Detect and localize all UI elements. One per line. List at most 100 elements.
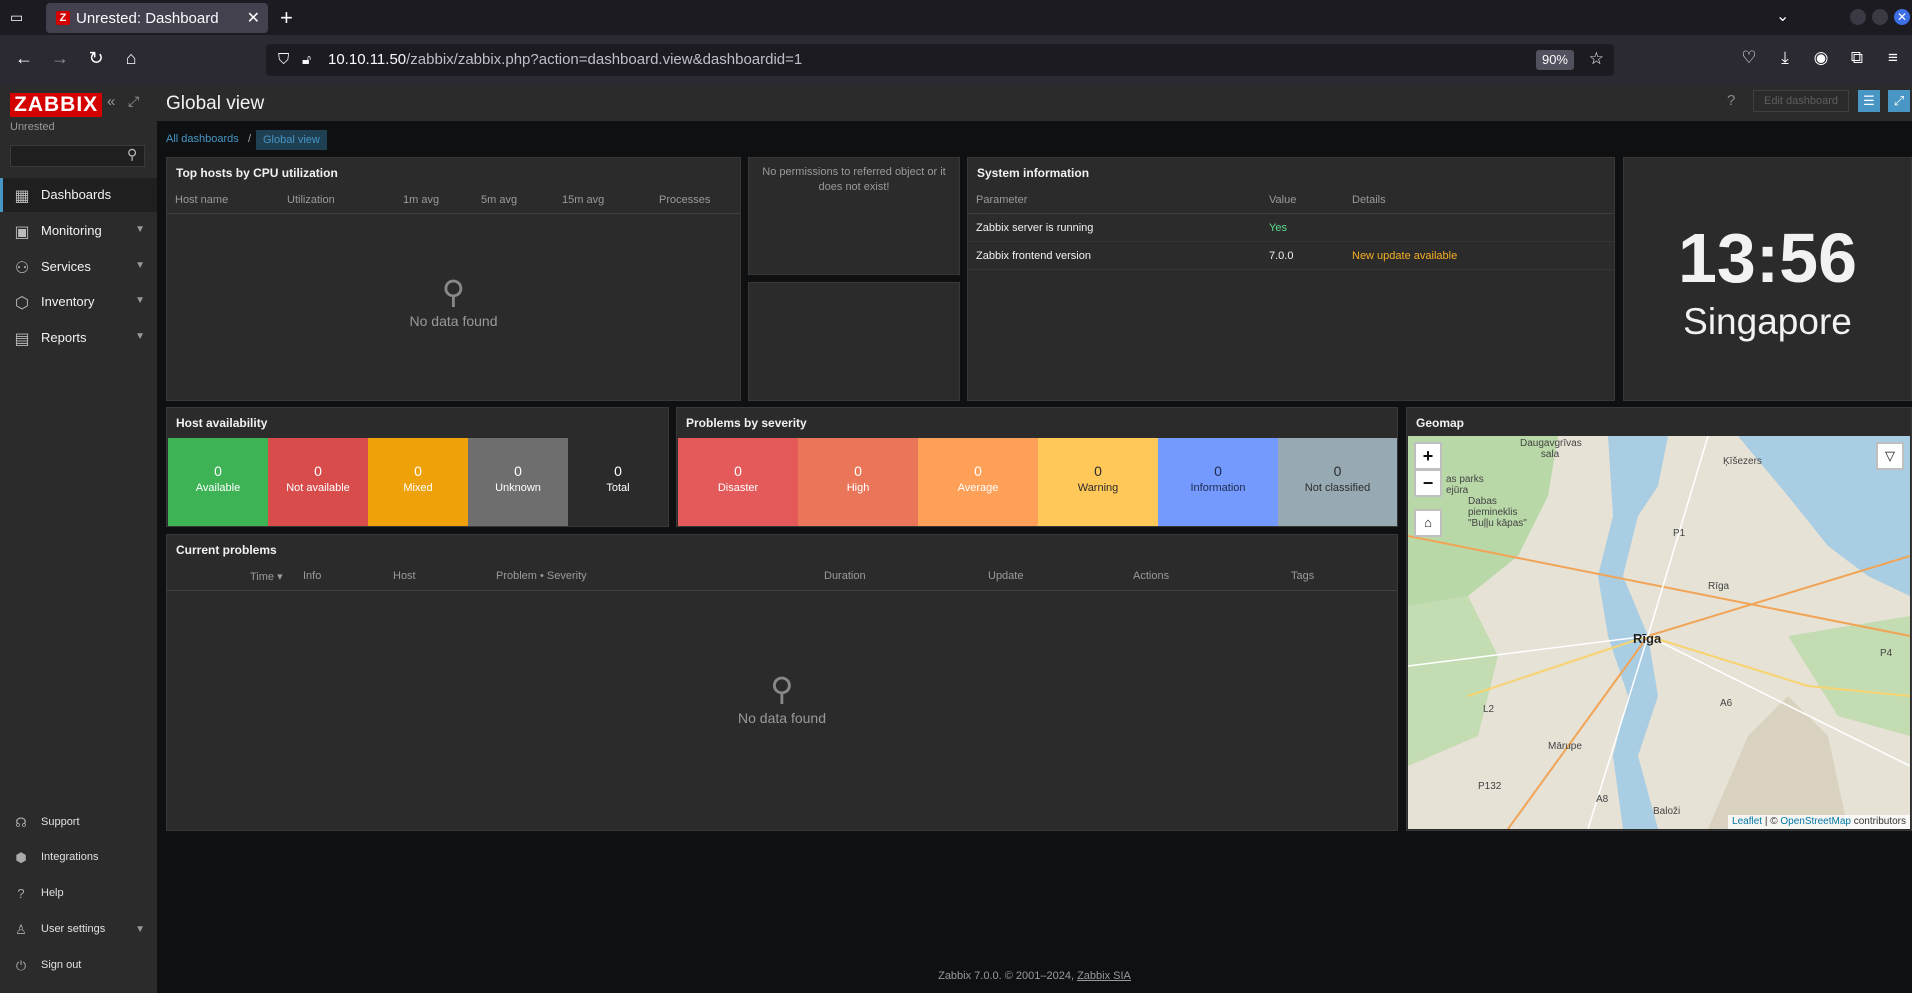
menu-item-services[interactable]: ⚇ Services ▼ bbox=[0, 250, 157, 284]
widget-problems-by-severity: Problems by severity 0 Disaster 0 High 0… bbox=[676, 407, 1398, 527]
availability-available[interactable]: 0 Available bbox=[168, 438, 268, 526]
severity-count: 0 bbox=[1214, 463, 1222, 479]
server-name: Unrested bbox=[10, 121, 55, 133]
availability-unknown[interactable]: 0 Unknown bbox=[468, 438, 568, 526]
severity-information[interactable]: 0 Information bbox=[1158, 438, 1278, 526]
menu-item-reports[interactable]: ▤ Reports ▼ bbox=[0, 321, 157, 355]
chevron-down-icon: ▼ bbox=[135, 924, 145, 935]
map-label-daugavgrivas: Daugavgrīvas sala bbox=[1520, 438, 1582, 460]
bookmark-star-icon[interactable]: ☆ bbox=[1588, 49, 1604, 68]
edit-dashboard-button[interactable]: Edit dashboard bbox=[1753, 90, 1849, 112]
reload-icon[interactable]: ↻ bbox=[88, 48, 104, 68]
collapse-sidebar-icon[interactable]: « bbox=[107, 93, 116, 110]
maximize-icon[interactable] bbox=[1872, 9, 1888, 25]
map-filter-icon[interactable]: ▽ bbox=[1876, 442, 1904, 470]
footer-item-sign-out[interactable]: ⏻ Sign out bbox=[0, 951, 157, 981]
breadcrumb-current[interactable]: Global view bbox=[256, 130, 327, 150]
zoom-out-button[interactable]: − bbox=[1414, 469, 1442, 497]
row-divider bbox=[968, 269, 1614, 270]
severity-high[interactable]: 0 High bbox=[798, 438, 918, 526]
url-text[interactable]: 10.10.11.50/zabbix/zabbix.php?action=das… bbox=[328, 51, 803, 68]
sign-out-icon: ⏻ bbox=[15, 958, 27, 973]
availability-not-available[interactable]: 0 Not available bbox=[268, 438, 368, 526]
severity-disaster[interactable]: 0 Disaster bbox=[678, 438, 798, 526]
pocket-icon[interactable]: ♡ bbox=[1741, 48, 1757, 67]
column-header: Processes bbox=[659, 194, 711, 206]
new-tab-icon[interactable]: + bbox=[280, 5, 293, 30]
home-icon[interactable]: ⌂ bbox=[125, 48, 137, 68]
zabbix-sia-link[interactable]: Zabbix SIA bbox=[1077, 970, 1131, 982]
tab-close-icon[interactable]: ✕ bbox=[246, 10, 260, 27]
downloads-icon[interactable]: ⤓ bbox=[1781, 48, 1789, 67]
map-label-l2: L2 bbox=[1483, 704, 1495, 715]
back-icon[interactable]: ← bbox=[15, 48, 33, 68]
tab-list-icon[interactable]: ▭ bbox=[10, 9, 24, 25]
breadcrumb-all-dashboards[interactable]: All dashboards bbox=[166, 133, 239, 145]
minimize-icon[interactable] bbox=[1850, 9, 1866, 25]
footer-item-integrations[interactable]: ⬢ Integrations bbox=[0, 843, 157, 873]
menu-item-dashboards[interactable]: ▦ Dashboards bbox=[0, 178, 157, 212]
lock-icon[interactable]: 🔓︎ bbox=[302, 51, 312, 67]
severity-not-classified[interactable]: 0 Not classified bbox=[1278, 438, 1397, 526]
map-home-icon[interactable]: ⌂ bbox=[1414, 509, 1442, 537]
column-header: Value bbox=[1269, 194, 1297, 206]
severity-average[interactable]: 0 Average bbox=[918, 438, 1038, 526]
search-icon[interactable]: ⚲ bbox=[127, 146, 138, 162]
header-divider bbox=[167, 590, 1397, 591]
availability-count: 0 bbox=[514, 463, 522, 479]
inventory-icon: ⬡ bbox=[15, 295, 29, 312]
clock-time: 13:56 bbox=[1677, 219, 1858, 297]
leaflet-link[interactable]: Leaflet bbox=[1732, 816, 1763, 827]
zabbix-logo[interactable]: ZABBIX bbox=[10, 93, 103, 117]
severity-label: Disaster bbox=[717, 482, 759, 494]
menu-label: Reports bbox=[41, 330, 87, 345]
header-divider bbox=[968, 213, 1614, 214]
footer-item-support[interactable]: ☊ Support bbox=[0, 808, 157, 838]
availability-label: Unknown bbox=[495, 482, 541, 494]
forward-icon[interactable]: → bbox=[51, 48, 69, 68]
widget-title: System information bbox=[977, 166, 1090, 180]
help-icon[interactable]: ? bbox=[1727, 92, 1736, 109]
menu-item-monitoring[interactable]: ▣ Monitoring ▼ bbox=[0, 214, 157, 248]
no-data: ⚲ No data found bbox=[167, 670, 1397, 726]
availability-mixed[interactable]: 0 Mixed bbox=[368, 438, 468, 526]
kiosk-mode-icon[interactable]: ⤢ bbox=[128, 93, 140, 109]
browser-tab[interactable]: Z Unrested: Dashboard ✕ bbox=[46, 3, 268, 33]
window-close-icon[interactable]: ✕ bbox=[1894, 9, 1910, 25]
zoom-in-button[interactable]: + bbox=[1414, 442, 1442, 470]
attribution-separator: | © bbox=[1762, 816, 1781, 827]
map-label-marupe: Mārupe bbox=[1548, 741, 1582, 752]
chevron-down-icon: ▼ bbox=[135, 295, 145, 306]
availability-count: 0 bbox=[214, 463, 222, 479]
widget-system-information: System information Parameter Value Detai… bbox=[967, 157, 1615, 401]
no-permission-message: No permissions to referred object or it … bbox=[762, 166, 946, 193]
severity-warning[interactable]: 0 Warning bbox=[1038, 438, 1158, 526]
column-header: Tags bbox=[1291, 570, 1315, 582]
map-canvas[interactable]: + − ⌂ ▽ Rīga Rīga Mārupe Baloži Daugavgr… bbox=[1408, 436, 1910, 829]
extensions-icon[interactable]: ⧉ bbox=[1850, 48, 1864, 67]
chevron-down-icon[interactable]: ⌄ bbox=[1776, 8, 1790, 25]
menu-label: Inventory bbox=[41, 294, 95, 309]
openstreetmap-link[interactable]: OpenStreetMap bbox=[1780, 816, 1851, 827]
search-input[interactable] bbox=[10, 145, 145, 167]
map-label-p4: P4 bbox=[1880, 648, 1893, 659]
menu-icon[interactable]: ≡ bbox=[1888, 48, 1898, 67]
zabbix-favicon-icon: Z bbox=[56, 11, 70, 25]
dashboard-list-icon[interactable]: ☰ bbox=[1858, 90, 1880, 112]
column-header-time[interactable]: Time ▾ bbox=[250, 571, 283, 583]
shield-icon[interactable]: ⛉ bbox=[278, 51, 290, 68]
availability-total[interactable]: 0 Total bbox=[568, 438, 668, 526]
zoom-level[interactable]: 90% bbox=[1535, 50, 1574, 70]
footer-item-user-settings[interactable]: ♙ User settings ▼ bbox=[0, 915, 157, 945]
url-bar[interactable]: ⛉ 🔓︎ 10.10.11.50/zabbix/zabbix.php?actio… bbox=[266, 44, 1614, 76]
fullscreen-icon[interactable]: ⤢ bbox=[1888, 90, 1910, 112]
services-icon: ⚇ bbox=[14, 260, 30, 277]
column-header: Host name bbox=[175, 194, 229, 206]
breadcrumb-separator: / bbox=[248, 133, 252, 145]
widget-clock: 13:56 Singapore bbox=[1623, 157, 1912, 401]
widget-no-permission: No permissions to referred object or it … bbox=[748, 157, 960, 275]
menu-item-inventory[interactable]: ⬡ Inventory ▼ bbox=[0, 285, 157, 319]
footer-item-help[interactable]: ? Help bbox=[0, 879, 157, 909]
attribution-tail: contributors bbox=[1850, 816, 1906, 827]
account-icon[interactable]: ◉ bbox=[1813, 48, 1829, 67]
